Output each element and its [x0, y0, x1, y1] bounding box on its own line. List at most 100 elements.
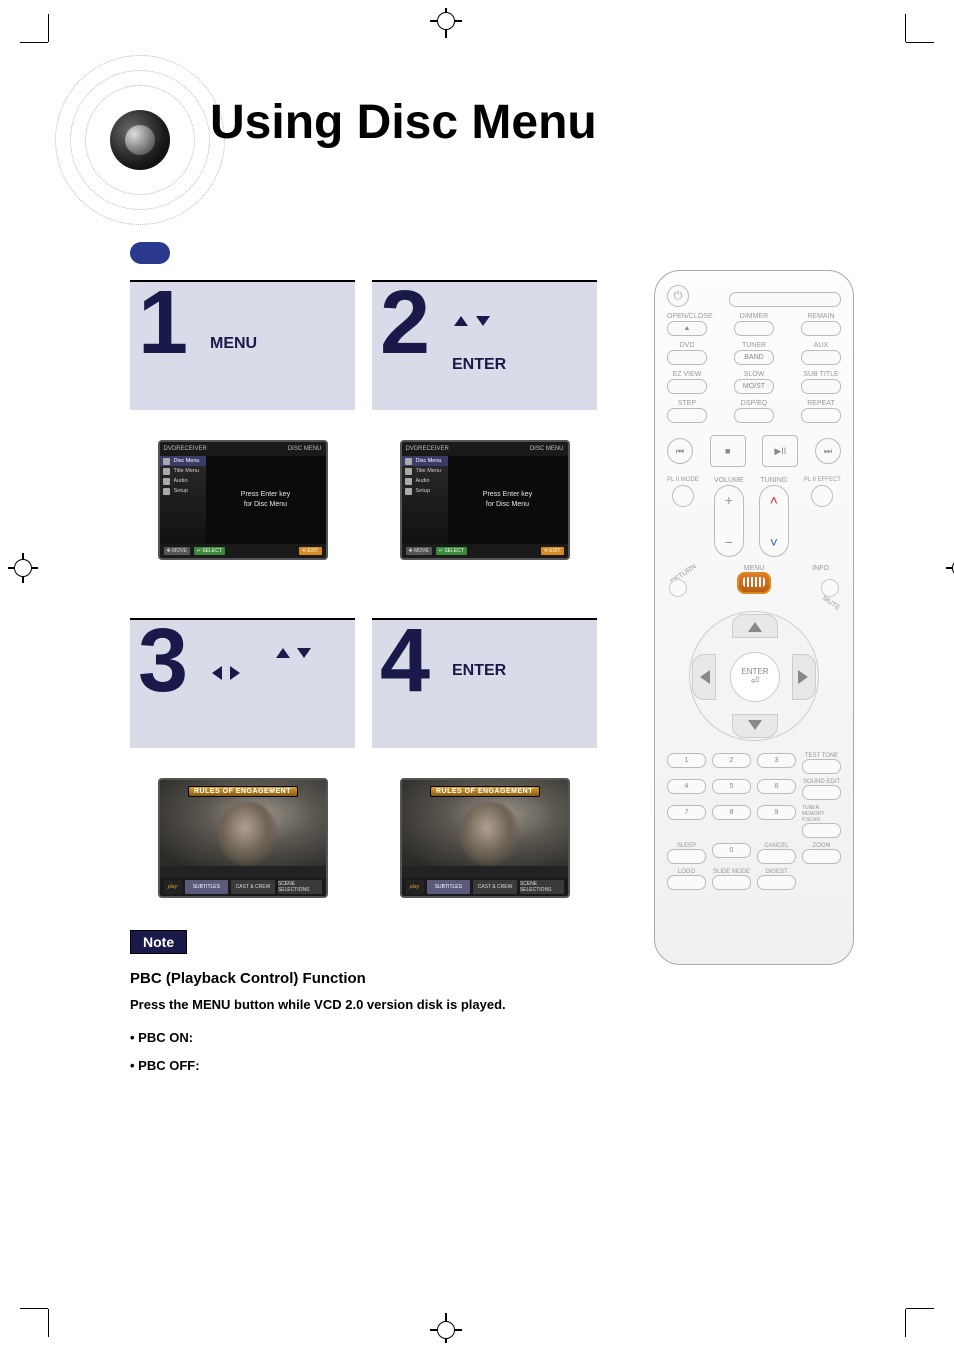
step-2: 2 ENTER DVDRECEIVER DISC MENU Disc Menu … — [372, 280, 597, 560]
num-7-button[interactable]: 7 — [667, 805, 706, 820]
num-1-button[interactable]: 1 — [667, 753, 706, 768]
step-text: ENTER — [452, 310, 587, 377]
logo-button[interactable] — [667, 875, 706, 890]
digest-button[interactable] — [757, 875, 796, 890]
menu-label: MENU — [744, 565, 765, 572]
enter-icon: ⏎ — [751, 676, 759, 687]
slow-most-button[interactable]: MO/ST — [734, 379, 774, 394]
aux-button[interactable] — [801, 350, 841, 365]
plii-effect-button[interactable] — [811, 485, 833, 507]
return-button[interactable] — [669, 579, 687, 597]
tv-chip: ↵ SELECT — [194, 547, 225, 555]
enter-button[interactable]: ENTER ⏎ — [730, 652, 780, 702]
play-pause-button[interactable]: ▶II — [762, 435, 798, 467]
remote-control: ⏻ OPEN/CLOSE▲ DIMMER REMAIN DVD TUNERBAN… — [654, 270, 854, 965]
arrow-left-icon — [700, 670, 710, 684]
tuning-rocker[interactable]: ˄ ˅ — [759, 485, 789, 557]
num-0-button[interactable]: 0 — [712, 843, 751, 858]
next-button[interactable]: ⏭ — [815, 438, 841, 464]
num-4-button[interactable]: 4 — [667, 779, 706, 794]
tv-top-left: DVDRECEIVER — [164, 446, 207, 452]
tv-side-item: Disc Menu — [402, 456, 448, 466]
step-number: 1 — [138, 278, 188, 368]
num-5-button[interactable]: 5 — [712, 779, 751, 794]
chevron-up-icon: ˄ — [770, 492, 778, 508]
dimmer-button[interactable] — [734, 321, 774, 336]
step-text: x MENU — [210, 310, 345, 356]
note-line: Press the MENU button while VCD 2.0 vers… — [130, 995, 600, 1015]
trim-mark — [48, 1309, 49, 1337]
trim-mark — [20, 42, 48, 43]
arrow-up-icon — [276, 648, 290, 658]
slide-mode-button[interactable] — [712, 875, 751, 890]
stop-button[interactable]: ■ — [710, 435, 746, 467]
prev-button[interactable]: ⏮ — [667, 438, 693, 464]
minus-icon: − — [725, 534, 733, 550]
trim-mark — [905, 14, 906, 42]
tv-main-line: Press Enter key — [241, 490, 290, 500]
num-6-button[interactable]: 6 — [757, 779, 796, 794]
dspeq-button[interactable] — [734, 408, 774, 423]
movie-title: RULES OF ENGAGEMENT — [188, 786, 298, 797]
movie-preview: RULES OF ENGAGEMENT play SUBTITLES CAST … — [400, 778, 570, 898]
note-body: PBC (Playback Control) Function Press th… — [130, 968, 600, 1083]
trim-mark — [905, 1309, 906, 1337]
test-tone-button[interactable] — [802, 759, 841, 774]
tv-side-item: Disc Menu — [160, 456, 206, 466]
tv-main-line: for Disc Menu — [241, 500, 290, 510]
ir-window — [729, 292, 841, 307]
step-button[interactable] — [667, 408, 707, 423]
tv-side-item: Audio — [402, 476, 448, 486]
repeat-button[interactable] — [801, 408, 841, 423]
tv-chip: ⟲ EXIT — [299, 547, 322, 555]
note-pbc-off: • PBC OFF: — [130, 1056, 600, 1076]
plii-mode-button[interactable] — [672, 485, 694, 507]
note-label: Note — [130, 930, 187, 954]
num-3-button[interactable]: 3 — [757, 753, 796, 768]
step-number: 4 — [380, 616, 430, 706]
sleep-button[interactable] — [667, 849, 706, 864]
tuner-memory-button[interactable] — [802, 823, 841, 838]
step-3: 3 RULES OF ENGAGEMENT play SUBTITLES CAS… — [130, 618, 355, 898]
power-button[interactable]: ⏻ — [667, 285, 689, 307]
arrow-down-icon — [297, 648, 311, 658]
step-keyword: MENU — [210, 335, 257, 352]
zoom-button[interactable] — [802, 849, 841, 864]
arrow-up-icon — [454, 316, 468, 326]
num-2-button[interactable]: 2 — [712, 753, 751, 768]
dpad: ENTER ⏎ — [689, 611, 819, 741]
tuning-label: TUNING — [759, 477, 789, 484]
menu-button[interactable] — [737, 572, 771, 594]
movie-chip: CAST & CREW — [231, 880, 275, 894]
num-8-button[interactable]: 8 — [712, 805, 751, 820]
step-number: 2 — [380, 278, 430, 368]
tv-preview: DVDRECEIVER DISC MENU Disc Menu Title Me… — [158, 440, 328, 560]
trim-mark — [20, 1308, 48, 1309]
dvd-button[interactable] — [667, 350, 707, 365]
cancel-button[interactable] — [757, 849, 796, 864]
ezview-button[interactable] — [667, 379, 707, 394]
step-number: 3 — [138, 616, 188, 706]
chevron-down-icon: ˅ — [770, 534, 778, 550]
volume-label: VOLUME — [714, 477, 744, 484]
step-keyword: ENTER — [452, 356, 506, 373]
tv-chip: ✥ MOVE — [164, 547, 190, 555]
tuner-band-button[interactable]: BAND — [734, 350, 774, 365]
plus-icon: + — [725, 492, 733, 508]
note-pbc-on: • PBC ON: — [130, 1028, 600, 1048]
open-close-button[interactable]: ▲ — [667, 321, 707, 336]
power-icon: ⏻ — [674, 290, 683, 303]
trim-mark — [906, 1308, 934, 1309]
dvd-tag — [130, 242, 170, 264]
tv-side-item: Title Menu — [160, 466, 206, 476]
volume-rocker[interactable]: + − — [714, 485, 744, 557]
movie-chip: SCENE SELECTIONS — [278, 880, 322, 894]
info-button[interactable] — [821, 579, 839, 597]
sound-edit-button[interactable] — [802, 785, 841, 800]
subtitle-button[interactable] — [801, 379, 841, 394]
speaker-decor — [55, 55, 225, 225]
num-9-button[interactable]: 9 — [757, 805, 796, 820]
movie-chip: SUBTITLES — [185, 880, 229, 894]
tv-preview: DVDRECEIVER DISC MENU Disc Menu Title Me… — [400, 440, 570, 560]
remain-button[interactable] — [801, 321, 841, 336]
